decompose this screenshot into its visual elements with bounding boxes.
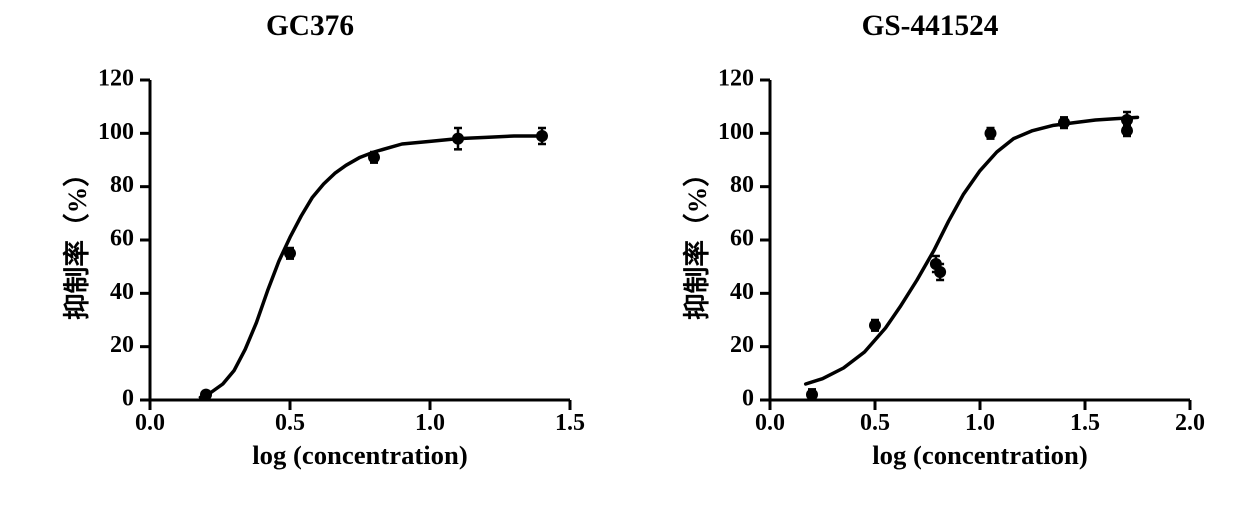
xtick-label: 2.0 [1175, 410, 1205, 436]
fit-curve [200, 136, 542, 397]
data-point [806, 389, 818, 401]
fit-curve [806, 117, 1138, 384]
ytick-label: 100 [718, 119, 754, 145]
xtick-label: 1.5 [1070, 410, 1100, 436]
ytick-label: 20 [110, 332, 134, 358]
xtick-label: 1.0 [415, 410, 445, 436]
ytick-label: 0 [742, 386, 754, 412]
plot-right: 0204060801001200.00.51.01.52.0 [770, 80, 1192, 402]
panel-right: GS-441524 0204060801001200.00.51.01.52.0… [620, 0, 1240, 506]
ytick-label: 40 [110, 279, 134, 305]
data-point [536, 130, 548, 142]
ytick-label: 40 [730, 279, 754, 305]
data-point [284, 247, 296, 259]
ytick-label: 60 [730, 226, 754, 252]
xtick-label: 0.5 [860, 410, 890, 436]
xlabel-right: log (concentration) [770, 440, 1190, 471]
data-point [1121, 125, 1133, 137]
data-point [869, 319, 881, 331]
xlabel-left: log (concentration) [150, 440, 570, 471]
ytick-label: 80 [730, 172, 754, 198]
ytick-label: 80 [110, 172, 134, 198]
xtick-label: 1.0 [965, 410, 995, 436]
plot-left: 0204060801001200.00.51.01.5 [150, 80, 572, 402]
data-point [200, 389, 212, 401]
ytick-label: 100 [98, 119, 134, 145]
ytick-label: 120 [98, 66, 134, 92]
ytick-label: 20 [730, 332, 754, 358]
ylabel-left: 抑制率（%） [55, 80, 94, 400]
data-point [985, 127, 997, 139]
data-point [934, 266, 946, 278]
ylabel-right: 抑制率（%） [675, 80, 714, 400]
data-point [452, 133, 464, 145]
xtick-label: 1.5 [555, 410, 585, 436]
panel-left: GC376 0204060801001200.00.51.01.5 log (c… [0, 0, 620, 506]
ytick-label: 60 [110, 226, 134, 252]
title-left: GC376 [0, 10, 620, 43]
data-point [368, 151, 380, 163]
figure-container: GC376 0204060801001200.00.51.01.5 log (c… [0, 0, 1240, 506]
ytick-label: 120 [718, 66, 754, 92]
title-right: GS-441524 [620, 10, 1240, 43]
ytick-label: 0 [122, 386, 134, 412]
xtick-label: 0.0 [135, 410, 165, 436]
xtick-label: 0.5 [275, 410, 305, 436]
data-point [1058, 117, 1070, 129]
xtick-label: 0.0 [755, 410, 785, 436]
